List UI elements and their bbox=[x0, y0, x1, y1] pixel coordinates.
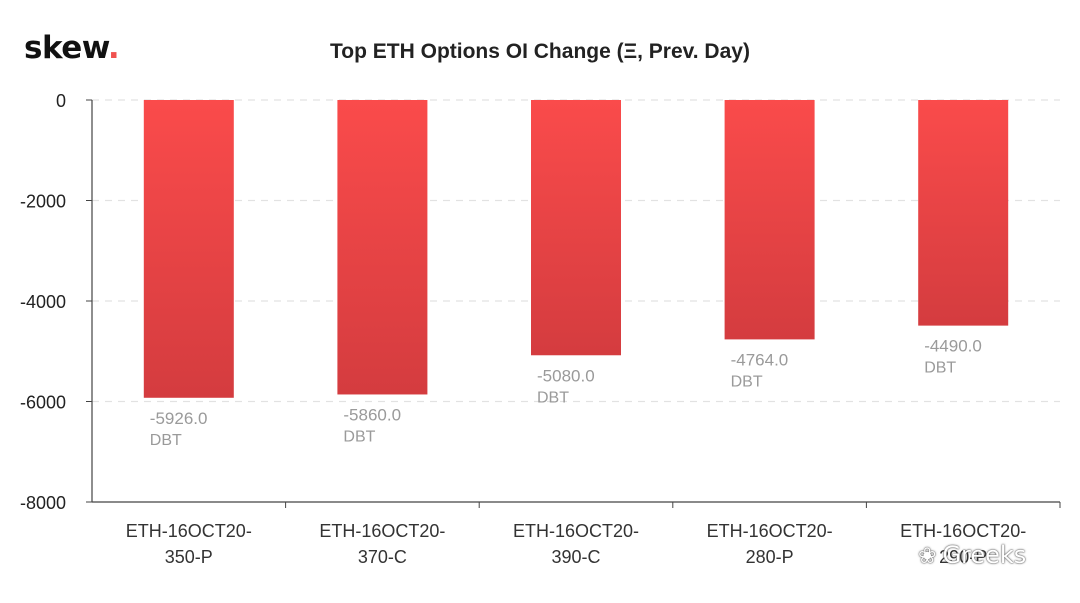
data-label-value: -5080.0 bbox=[537, 366, 595, 385]
wechat-icon: ❀ bbox=[918, 544, 937, 569]
data-label-value: -4764.0 bbox=[731, 350, 789, 369]
x-tick-label: ETH-16OCT20- bbox=[126, 521, 252, 541]
bar bbox=[337, 100, 428, 395]
data-label-value: -5926.0 bbox=[150, 409, 208, 428]
y-tick-label: -4000 bbox=[20, 292, 66, 312]
bar bbox=[918, 100, 1009, 326]
bar bbox=[724, 100, 815, 340]
x-tick-label: 370-C bbox=[358, 547, 407, 567]
data-label-unit: DBT bbox=[343, 428, 375, 445]
chart-title: Top ETH Options OI Change (Ξ, Prev. Day) bbox=[330, 40, 750, 63]
data-label-unit: DBT bbox=[150, 432, 182, 449]
x-tick-label: ETH-16OCT20- bbox=[900, 521, 1026, 541]
x-tick-label: 350-P bbox=[165, 547, 213, 567]
y-tick-label: -8000 bbox=[20, 493, 66, 513]
bar bbox=[143, 100, 234, 398]
bar bbox=[531, 100, 621, 356]
y-tick-label: -2000 bbox=[20, 192, 66, 212]
skew-logo: skew. bbox=[24, 30, 120, 66]
y-tick-label: 0 bbox=[56, 91, 66, 111]
x-tick-label: ETH-16OCT20- bbox=[513, 521, 639, 541]
data-label-value: -4490.0 bbox=[924, 337, 982, 356]
data-label-unit: DBT bbox=[537, 389, 569, 406]
data-label-unit: DBT bbox=[924, 360, 956, 377]
x-tick-label: ETH-16OCT20- bbox=[707, 521, 833, 541]
data-label-value: -5860.0 bbox=[343, 405, 401, 424]
x-tick-label: 290-P bbox=[939, 547, 987, 567]
data-label-unit: DBT bbox=[731, 373, 763, 390]
x-tick-label: 280-P bbox=[746, 547, 794, 567]
x-tick-label: 390-C bbox=[551, 547, 600, 567]
x-tick-label: ETH-16OCT20- bbox=[319, 521, 445, 541]
y-tick-label: -6000 bbox=[20, 393, 66, 413]
watermark: ❀ Greeks bbox=[918, 541, 1027, 569]
